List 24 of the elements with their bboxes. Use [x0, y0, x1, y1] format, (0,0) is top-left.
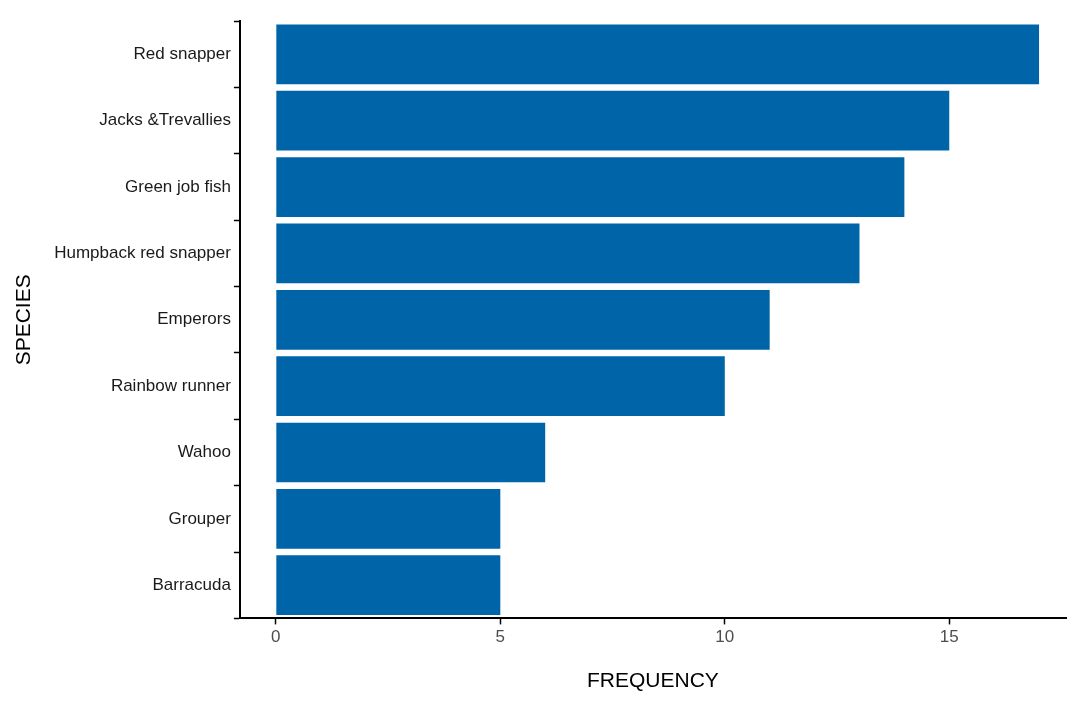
- bar: [276, 422, 546, 483]
- y-tick-label: Jacks &Trevallies: [99, 110, 231, 130]
- bar: [276, 157, 905, 217]
- x-tick-label: 10: [715, 627, 735, 647]
- y-axis-title: SPECIES: [11, 274, 35, 366]
- bar: [276, 356, 725, 417]
- x-axis-title: FREQUENCY: [587, 668, 719, 692]
- bar: [276, 289, 770, 350]
- y-tick-label: Grouper: [168, 508, 232, 528]
- y-tick-label: Rainbow runner: [110, 375, 232, 395]
- y-tick-label: Wahoo: [177, 442, 231, 462]
- y-tick-label: Humpback red snapper: [54, 243, 232, 263]
- bar: [276, 223, 860, 284]
- x-tick-label: 5: [495, 627, 506, 647]
- y-tick-label: Green job fish: [125, 176, 231, 196]
- x-tick-label: 15: [939, 627, 959, 647]
- y-tick-label: Emperors: [157, 309, 231, 329]
- bar: [276, 489, 501, 549]
- bar: [276, 90, 950, 151]
- x-tick-label: 0: [271, 627, 281, 647]
- y-tick-label: Red snapper: [133, 44, 232, 64]
- bar: [276, 24, 1040, 85]
- bar: [276, 555, 501, 616]
- y-tick-label: Barracuda: [152, 574, 232, 594]
